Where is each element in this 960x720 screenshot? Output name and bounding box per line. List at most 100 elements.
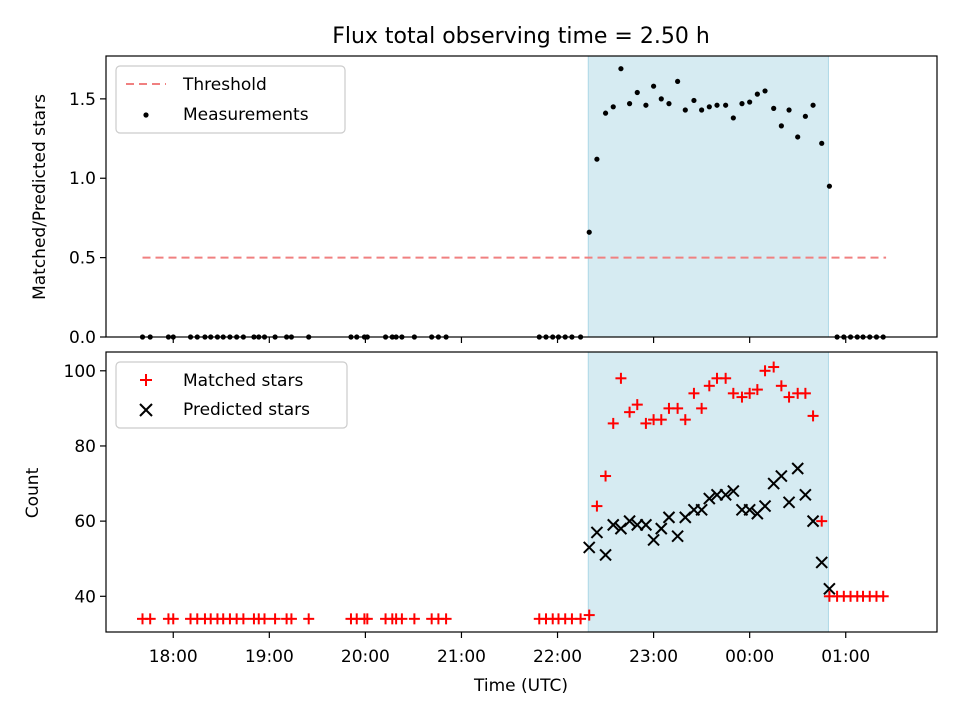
matched-star-point (816, 515, 828, 527)
measurement-point (802, 113, 808, 119)
matched-star-point (727, 387, 739, 399)
measurement-point (810, 102, 816, 108)
measurement-point (610, 104, 616, 110)
measurement-point (618, 66, 624, 72)
y-tick-label: 0.5 (69, 249, 96, 269)
measurement-point (730, 115, 736, 121)
measurement-point (747, 99, 753, 105)
y-tick-label: 0.0 (69, 328, 96, 348)
predicted-star-point (823, 582, 836, 595)
predicted-star-point-b (727, 484, 740, 498)
x-tick-label: 19:00 (245, 647, 294, 667)
x-tick-label: 23:00 (629, 647, 678, 667)
matched-star-point (799, 387, 811, 399)
bottom-legend: Matched stars Predicted stars (115, 361, 348, 429)
predicted-star-point (639, 518, 653, 532)
predicted-star-point-b (671, 529, 684, 543)
predicted-star-point-b (743, 503, 756, 517)
matched-star-point (440, 613, 452, 625)
x-tick-label: 20:00 (341, 647, 390, 667)
legend-matched-swatch (140, 374, 152, 386)
matched-star-point (575, 613, 587, 625)
predicted-star-point-b (662, 511, 676, 524)
predicted-stars-series (583, 462, 836, 595)
measurement-point (714, 102, 720, 108)
matched-star-point (607, 417, 619, 429)
predicted-star-point (607, 518, 620, 532)
predicted-star-point (719, 488, 732, 502)
predicted-star-point-b (655, 522, 668, 535)
measurement-point (586, 229, 592, 235)
matched-star-point (877, 590, 889, 602)
measurement-point (675, 78, 681, 85)
measurement-point (666, 101, 672, 107)
measurement-point (795, 134, 801, 140)
legend-predicted-label: Predicted stars (183, 400, 310, 420)
x-tick-label: 00:00 (725, 647, 774, 667)
legend-threshold-label: Threshold (182, 75, 267, 95)
predicted-star-point (799, 488, 812, 502)
predicted-star-point-b (719, 488, 732, 502)
x-tick-label: 18:00 (149, 647, 198, 667)
matched-stars-series (137, 361, 889, 625)
top-legend-box (115, 65, 346, 134)
predicted-star-point (815, 556, 828, 569)
measurement-point (786, 107, 792, 113)
top-y-ticks: 0.0 0.5 1.0 1.5 (69, 90, 106, 348)
y-tick-label: 100 (64, 362, 96, 382)
measurement-point (626, 101, 633, 107)
predicted-star-point (583, 541, 596, 554)
matched-star-point (640, 417, 652, 429)
matched-star-point (583, 609, 595, 621)
predicted-star-point-b (647, 533, 660, 547)
predicted-star-point (775, 469, 788, 483)
predicted-star-point-b (695, 503, 708, 517)
measurement-point (594, 156, 600, 162)
predicted-star-point (758, 499, 772, 513)
matched-star-point (751, 384, 763, 396)
predicted-star-point-b (607, 518, 620, 532)
predicted-star-point (623, 514, 636, 528)
matched-star-point (591, 500, 603, 512)
matched-star-point (679, 414, 691, 426)
measurement-point (739, 101, 745, 107)
matched-star-point (807, 410, 819, 422)
x-tick-label: 22:00 (533, 647, 582, 667)
measurement-point (634, 89, 640, 96)
predicted-star-point-b (815, 556, 828, 569)
matched-star-point (624, 406, 636, 418)
top-y-axis-label: Matched/Predicted stars (30, 94, 50, 300)
x-axis-label: Time (UTC) (473, 676, 568, 696)
predicted-star-point-b (583, 541, 596, 554)
matched-star-point (408, 613, 420, 625)
predicted-star-point-b (590, 526, 604, 539)
x-tick-label: 21:00 (437, 647, 486, 667)
matched-star-point (303, 613, 315, 625)
predicted-star-point (806, 514, 820, 528)
measurement-point (643, 102, 649, 108)
matched-star-point (775, 380, 787, 392)
matched-star-point (672, 402, 684, 414)
figure-title: Flux total observing time = 2.50 h (332, 24, 710, 49)
predicted-star-point-b (758, 499, 772, 513)
measurement-point (602, 110, 609, 116)
predicted-star-point-b (799, 488, 812, 502)
matched-star-point (759, 365, 771, 377)
predicted-star-point (662, 511, 676, 524)
matched-star-point (783, 391, 795, 403)
matched-star-point (361, 613, 373, 625)
y-tick-label: 60 (74, 512, 96, 532)
matched-star-point (600, 470, 612, 482)
measurement-point (699, 107, 705, 113)
legend-matched-label: Matched stars (183, 371, 303, 391)
bottom-legend-box (115, 361, 348, 429)
top-axes-frame (105, 55, 938, 338)
measurement-point (691, 97, 697, 104)
bottom-x-ticks: 18:00 19:00 20:00 21:00 22:00 23:00 00:00 01:00 (149, 632, 870, 667)
legend-predicted-swatch (139, 403, 153, 417)
matched-star-point (396, 613, 408, 625)
bottom-y-ticks: 40 60 80 100 (64, 362, 106, 607)
measurements-series (139, 66, 886, 340)
predicted-star-point-b (782, 496, 796, 509)
